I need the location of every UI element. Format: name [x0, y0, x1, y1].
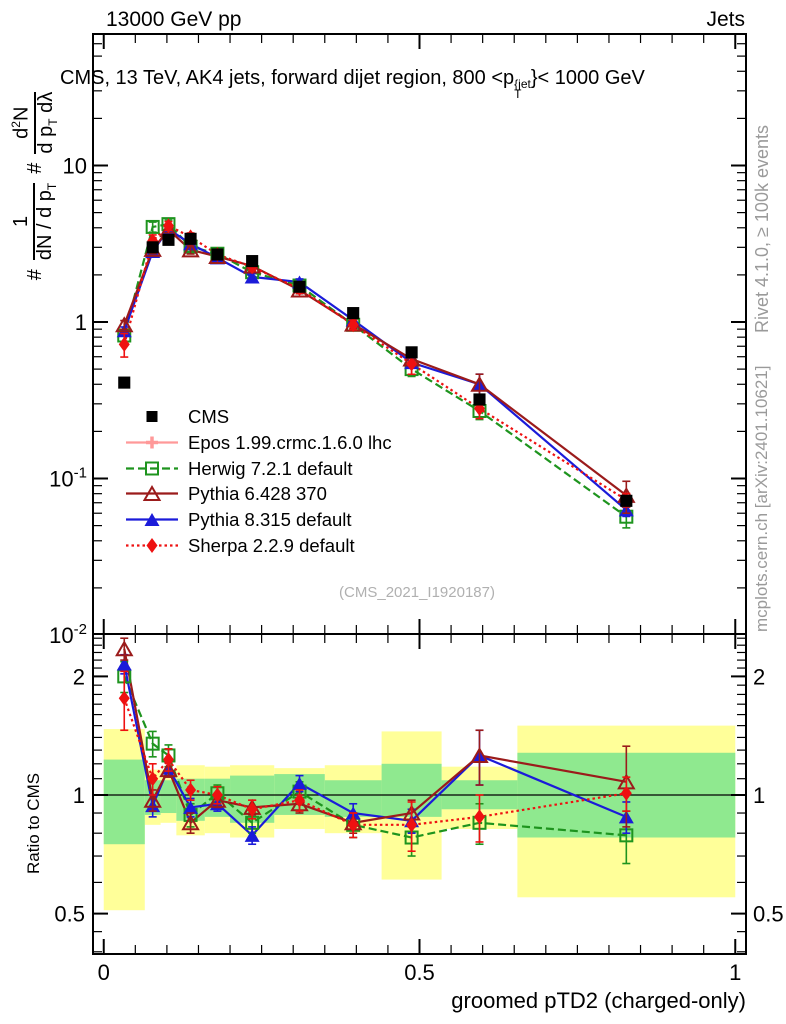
svg-text:2: 2: [73, 664, 85, 689]
svg-text:1: 1: [73, 783, 85, 808]
legend-item-cms: CMS: [146, 406, 229, 427]
series-sherpa-ratio-points: [118, 670, 632, 853]
series-pythia6-main: [123, 228, 627, 497]
legend-item-epos: Epos 1.99.crmc.1.6.0 lhc: [126, 432, 392, 453]
series-herwig-main-points: [117, 217, 634, 529]
svg-text:1: 1: [753, 783, 765, 808]
plot-title-text: CMS, 13 TeV, AK4 jets, forward dijet reg…: [60, 67, 515, 89]
hash-symbol: #: [23, 269, 46, 281]
legend-item-sherpa: Sherpa 2.2.9 default: [126, 535, 355, 556]
legend-label-pythia8: Pythia 8.315 default: [188, 509, 352, 530]
ratio-uncertainty-bands: [103, 725, 736, 911]
legend-label-cms: CMS: [188, 406, 229, 427]
legend-label-herwig: Herwig 7.2.1 default: [188, 458, 353, 479]
legend-item-herwig: Herwig 7.2.1 default: [126, 458, 353, 479]
hash-symbol: #: [23, 162, 46, 174]
legend-label-epos: Epos 1.99.crmc.1.6.0 lhc: [188, 432, 392, 453]
svg-text:0: 0: [98, 960, 110, 985]
rivet-version-note: Rivet 4.1.0, ≥ 100k events: [752, 125, 772, 333]
legend-item-pythia6: Pythia 6.428 370: [126, 483, 327, 504]
analysis-group-label: Jets: [706, 8, 745, 31]
beam-energy-label: 13000 GeV pp: [106, 8, 242, 31]
series-cms-main-points: [118, 232, 633, 507]
svg-text:10-1: 10-1: [49, 465, 87, 492]
svg-text:1: 1: [75, 310, 87, 335]
fraction-one-over-dndpt: 1 dN / d pT: [10, 182, 59, 261]
svg-text:10: 10: [63, 154, 87, 179]
legend-item-pythia8: Pythia 8.315 default: [126, 509, 352, 530]
svg-text:0.5: 0.5: [54, 902, 85, 927]
svg-text:2: 2: [753, 664, 765, 689]
fraction-d2n: d2N d pT dλ: [9, 91, 60, 154]
plot-title: CMS, 13 TeV, AK4 jets, forward dijet reg…: [60, 67, 645, 101]
x-axis-title: groomed pTD2 (charged-only): [451, 988, 746, 1013]
analysis-id-watermark: (CMS_2021_I1920187): [339, 584, 495, 601]
legend-label-sherpa: Sherpa 2.2.9 default: [188, 535, 355, 556]
axis-ticks: [93, 34, 746, 954]
svg-text:0.5: 0.5: [753, 902, 784, 927]
svg-text:10-2: 10-2: [49, 621, 87, 648]
legend-label-pythia6: Pythia 6.428 370: [188, 483, 327, 504]
ratio-axis-label: Ratio to CMS: [24, 772, 43, 874]
y-axis-label: # 1 dN / d pT # d2N d pT dλ: [4, 34, 66, 338]
svg-text:0.5: 0.5: [404, 960, 435, 985]
axis-tick-labels: 10 1 10-1 10-2 2 2 1 1 0.5 0.5 0 0.5 1 groomed pTD2 (…: [49, 154, 783, 1014]
pt-jet-supsub: {jet T: [514, 77, 531, 101]
mcplots-arxiv-note: mcplots.cern.ch [arXiv:2401.10621]: [752, 365, 771, 632]
svg-text:1: 1: [729, 960, 741, 985]
legend: CMS Epos 1.99.crmc.1.6.0 lhc Herwig 7.2.1 …: [126, 406, 392, 556]
